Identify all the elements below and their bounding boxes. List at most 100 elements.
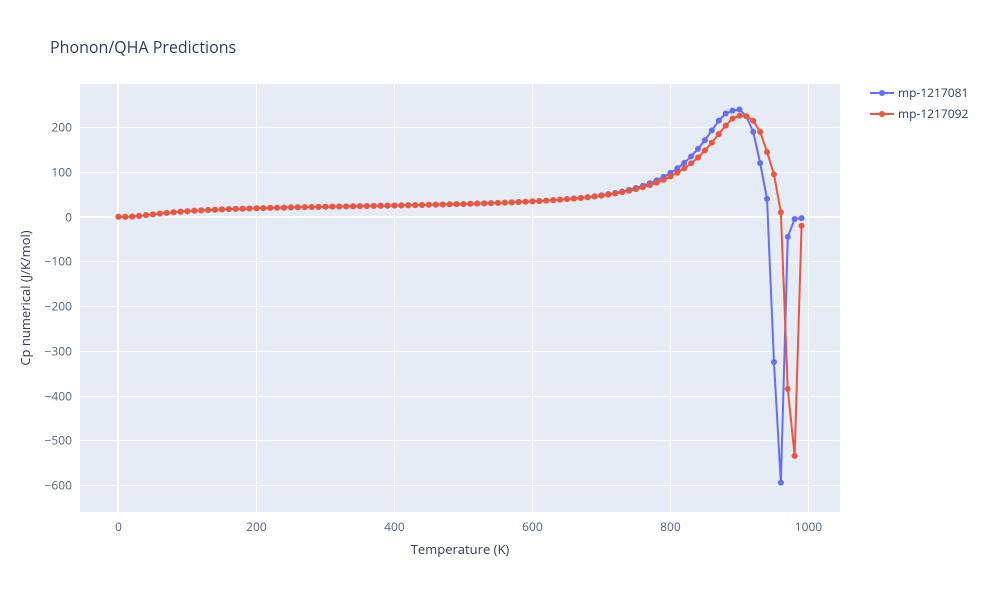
series-marker[interactable]	[764, 196, 770, 202]
series-marker[interactable]	[792, 453, 798, 459]
series-marker[interactable]	[709, 127, 715, 133]
series-marker[interactable]	[792, 216, 798, 222]
series-marker[interactable]	[702, 137, 708, 143]
series-marker[interactable]	[184, 208, 190, 214]
series-marker[interactable]	[316, 204, 322, 210]
series-line-mp-1217081[interactable]	[118, 110, 801, 483]
series-marker[interactable]	[481, 200, 487, 206]
series-marker[interactable]	[150, 211, 156, 217]
series-marker[interactable]	[412, 202, 418, 208]
series-marker[interactable]	[509, 199, 515, 205]
series-marker[interactable]	[364, 203, 370, 209]
series-marker[interactable]	[281, 205, 287, 211]
legend-item[interactable]: mp-1217081	[870, 84, 968, 101]
series-marker[interactable]	[799, 215, 805, 221]
series-marker[interactable]	[681, 165, 687, 171]
series-marker[interactable]	[750, 118, 756, 124]
series-marker[interactable]	[378, 203, 384, 209]
series-marker[interactable]	[661, 177, 667, 183]
series-marker[interactable]	[288, 204, 294, 210]
series-marker[interactable]	[115, 214, 121, 220]
series-marker[interactable]	[516, 199, 522, 205]
series-marker[interactable]	[743, 113, 749, 119]
series-marker[interactable]	[322, 204, 328, 210]
series-marker[interactable]	[633, 186, 639, 192]
series-marker[interactable]	[543, 198, 549, 204]
plot-area[interactable]	[80, 84, 840, 512]
series-marker[interactable]	[350, 203, 356, 209]
series-marker[interactable]	[764, 149, 770, 155]
series-marker[interactable]	[667, 174, 673, 180]
series-marker[interactable]	[371, 203, 377, 209]
series-marker[interactable]	[122, 214, 128, 220]
series-marker[interactable]	[309, 204, 315, 210]
series-marker[interactable]	[343, 203, 349, 209]
series-marker[interactable]	[233, 206, 239, 212]
series-marker[interactable]	[640, 184, 646, 190]
series-marker[interactable]	[688, 153, 694, 159]
series-marker[interactable]	[771, 171, 777, 177]
series-marker[interactable]	[495, 200, 501, 206]
series-marker[interactable]	[654, 180, 660, 186]
series-marker[interactable]	[260, 205, 266, 211]
series-marker[interactable]	[785, 234, 791, 240]
series-marker[interactable]	[129, 213, 135, 219]
series-marker[interactable]	[460, 201, 466, 207]
series-marker[interactable]	[474, 201, 480, 207]
series-marker[interactable]	[730, 115, 736, 121]
series-marker[interactable]	[695, 146, 701, 152]
series-marker[interactable]	[723, 123, 729, 129]
series-marker[interactable]	[778, 209, 784, 215]
series-marker[interactable]	[564, 196, 570, 202]
series-marker[interactable]	[226, 206, 232, 212]
series-marker[interactable]	[433, 202, 439, 208]
series-marker[interactable]	[178, 209, 184, 215]
series-marker[interactable]	[571, 196, 577, 202]
series-marker[interactable]	[253, 205, 259, 211]
series-marker[interactable]	[467, 201, 473, 207]
series-marker[interactable]	[391, 203, 397, 209]
series-marker[interactable]	[267, 205, 273, 211]
series-marker[interactable]	[709, 140, 715, 146]
series-marker[interactable]	[336, 204, 342, 210]
series-marker[interactable]	[771, 359, 777, 365]
series-marker[interactable]	[171, 209, 177, 215]
series-marker[interactable]	[736, 113, 742, 119]
series-marker[interactable]	[136, 213, 142, 219]
series-marker[interactable]	[736, 107, 742, 113]
series-marker[interactable]	[716, 131, 722, 137]
series-marker[interactable]	[785, 386, 791, 392]
series-marker[interactable]	[550, 197, 556, 203]
series-marker[interactable]	[164, 210, 170, 216]
series-marker[interactable]	[619, 189, 625, 195]
series-marker[interactable]	[605, 192, 611, 198]
series-marker[interactable]	[357, 203, 363, 209]
series-marker[interactable]	[557, 197, 563, 203]
series-line-mp-1217092[interactable]	[118, 116, 801, 456]
series-marker[interactable]	[143, 212, 149, 218]
series-marker[interactable]	[757, 160, 763, 166]
series-marker[interactable]	[757, 129, 763, 135]
series-marker[interactable]	[419, 202, 425, 208]
series-marker[interactable]	[198, 207, 204, 213]
series-marker[interactable]	[612, 190, 618, 196]
series-marker[interactable]	[598, 193, 604, 199]
series-marker[interactable]	[723, 111, 729, 117]
series-marker[interactable]	[695, 154, 701, 160]
series-marker[interactable]	[688, 160, 694, 166]
series-marker[interactable]	[578, 195, 584, 201]
series-marker[interactable]	[674, 170, 680, 176]
series-marker[interactable]	[454, 201, 460, 207]
series-marker[interactable]	[157, 211, 163, 217]
series-marker[interactable]	[799, 223, 805, 229]
series-marker[interactable]	[398, 202, 404, 208]
series-marker[interactable]	[502, 200, 508, 206]
series-marker[interactable]	[626, 188, 632, 194]
legend-item[interactable]: mp-1217092	[870, 105, 968, 122]
series-marker[interactable]	[219, 206, 225, 212]
series-marker[interactable]	[440, 201, 446, 207]
series-marker[interactable]	[585, 194, 591, 200]
series-marker[interactable]	[523, 199, 529, 205]
series-marker[interactable]	[405, 202, 411, 208]
series-marker[interactable]	[329, 204, 335, 210]
